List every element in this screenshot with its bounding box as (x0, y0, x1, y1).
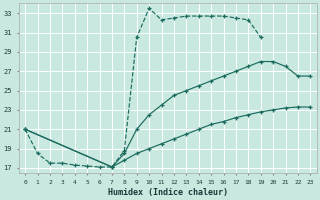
X-axis label: Humidex (Indice chaleur): Humidex (Indice chaleur) (108, 188, 228, 197)
